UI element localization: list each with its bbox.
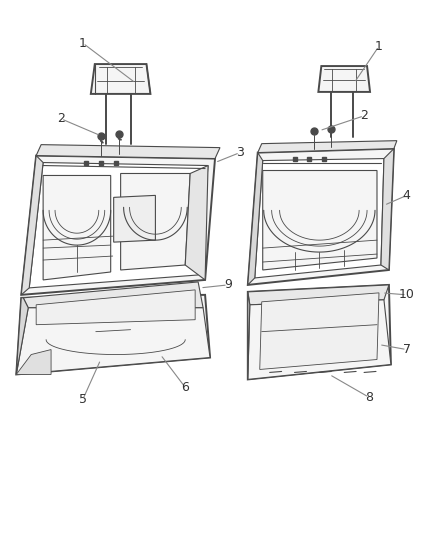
Polygon shape [114,196,155,242]
Polygon shape [21,156,43,295]
Polygon shape [248,292,250,379]
Polygon shape [381,149,394,270]
Polygon shape [258,141,397,152]
Polygon shape [23,282,203,308]
Polygon shape [185,166,208,280]
Polygon shape [248,152,263,285]
Polygon shape [16,308,210,375]
Text: 3: 3 [236,146,244,159]
Polygon shape [260,293,379,369]
Polygon shape [318,66,370,92]
Text: 1: 1 [79,37,87,50]
Text: 7: 7 [403,343,411,356]
Text: 1: 1 [375,39,383,53]
Text: 2: 2 [57,112,65,125]
Polygon shape [248,149,394,285]
Polygon shape [263,171,377,270]
Polygon shape [248,285,391,379]
Polygon shape [36,144,220,158]
Polygon shape [43,175,111,280]
Text: 2: 2 [360,109,368,122]
Text: 8: 8 [365,391,373,404]
Text: 6: 6 [181,381,189,394]
Polygon shape [91,64,150,94]
Polygon shape [120,173,190,270]
Text: 10: 10 [399,288,415,301]
Polygon shape [248,285,389,305]
Text: 4: 4 [403,189,411,202]
Polygon shape [255,158,384,278]
Polygon shape [21,156,215,295]
Polygon shape [29,163,208,288]
Polygon shape [248,300,391,379]
Text: 5: 5 [79,393,87,406]
Polygon shape [16,298,28,375]
Text: 9: 9 [224,278,232,292]
Polygon shape [36,290,195,325]
Polygon shape [16,350,51,375]
Polygon shape [16,295,210,375]
